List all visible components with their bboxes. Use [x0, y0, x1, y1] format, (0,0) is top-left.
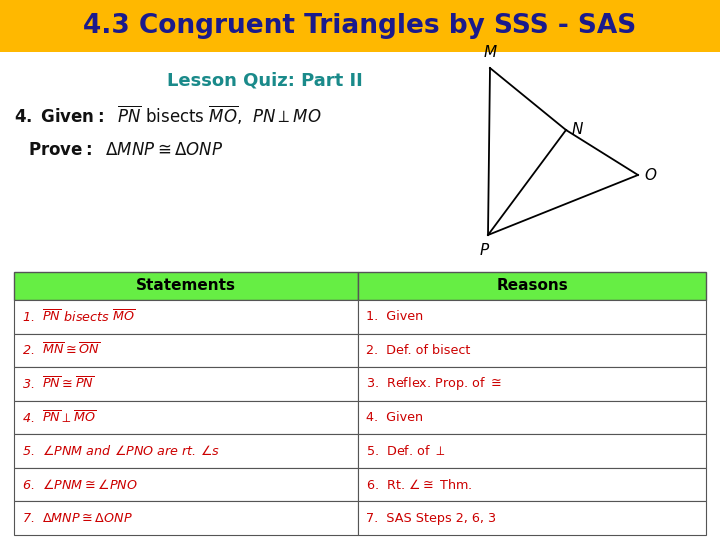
- Text: 7.  SAS Steps 2, 6, 3: 7. SAS Steps 2, 6, 3: [366, 512, 496, 525]
- Text: O: O: [644, 167, 656, 183]
- Text: 5.  Def. of $\perp$: 5. Def. of $\perp$: [366, 444, 446, 458]
- Text: 3.  $\overline{PN} \cong \overline{PN}$: 3. $\overline{PN} \cong \overline{PN}$: [22, 376, 94, 392]
- Text: N: N: [572, 123, 583, 138]
- Text: 4.  $\overline{PN} \perp \overline{MO}$: 4. $\overline{PN} \perp \overline{MO}$: [22, 409, 96, 426]
- Text: 4.  Given: 4. Given: [366, 411, 423, 424]
- Text: 5.  $\angle PNM$ and $\angle PNO$ are rt. $\angle$s: 5. $\angle PNM$ and $\angle PNO$ are rt.…: [22, 444, 220, 458]
- Bar: [14, 272, 358, 300]
- Bar: [14, 300, 358, 334]
- Text: Lesson Quiz: Part II: Lesson Quiz: Part II: [167, 71, 363, 89]
- Text: M: M: [483, 45, 497, 60]
- Bar: [14, 434, 358, 468]
- Text: 4.3 Congruent Triangles by SSS - SAS: 4.3 Congruent Triangles by SSS - SAS: [84, 13, 636, 39]
- Bar: [14, 401, 358, 434]
- Text: $\mathbf{Prove:}$  $\Delta MNP \cong \Delta ONP$: $\mathbf{Prove:}$ $\Delta MNP \cong \Del…: [28, 141, 223, 159]
- Bar: [358, 367, 706, 401]
- Bar: [358, 300, 706, 334]
- Text: P: P: [480, 243, 489, 258]
- Text: $\mathbf{4.\ Given:}$  $\overline{PN}$ bisects $\overline{MO}$,  $PN \perp MO$: $\mathbf{4.\ Given:}$ $\overline{PN}$ bi…: [14, 104, 321, 126]
- Text: Reasons: Reasons: [496, 279, 568, 294]
- Bar: [358, 334, 706, 367]
- Bar: [358, 468, 706, 502]
- Text: 2.  $\overline{MN} \cong \overline{ON}$: 2. $\overline{MN} \cong \overline{ON}$: [22, 342, 100, 359]
- Bar: [0, 0, 720, 52]
- Bar: [358, 272, 706, 300]
- Text: 6.  Rt. $\angle \cong$ Thm.: 6. Rt. $\angle \cong$ Thm.: [366, 478, 472, 491]
- Bar: [358, 502, 706, 535]
- Text: 7.  $\Delta MNP \cong \Delta ONP$: 7. $\Delta MNP \cong \Delta ONP$: [22, 512, 132, 525]
- Text: 1.  $\overline{PN}$ bisects $\overline{MO}$: 1. $\overline{PN}$ bisects $\overline{MO…: [22, 309, 135, 325]
- Bar: [14, 367, 358, 401]
- Bar: [14, 334, 358, 367]
- Text: 2.  Def. of bisect: 2. Def. of bisect: [366, 344, 470, 357]
- Bar: [14, 468, 358, 502]
- Text: 6.  $\angle PNM \cong \angle PNO$: 6. $\angle PNM \cong \angle PNO$: [22, 478, 138, 491]
- Text: Statements: Statements: [136, 279, 236, 294]
- Text: 1.  Given: 1. Given: [366, 310, 423, 323]
- Text: 3.  Reflex. Prop. of $\cong$: 3. Reflex. Prop. of $\cong$: [366, 375, 502, 393]
- Bar: [14, 502, 358, 535]
- Bar: [358, 401, 706, 434]
- Bar: [358, 434, 706, 468]
